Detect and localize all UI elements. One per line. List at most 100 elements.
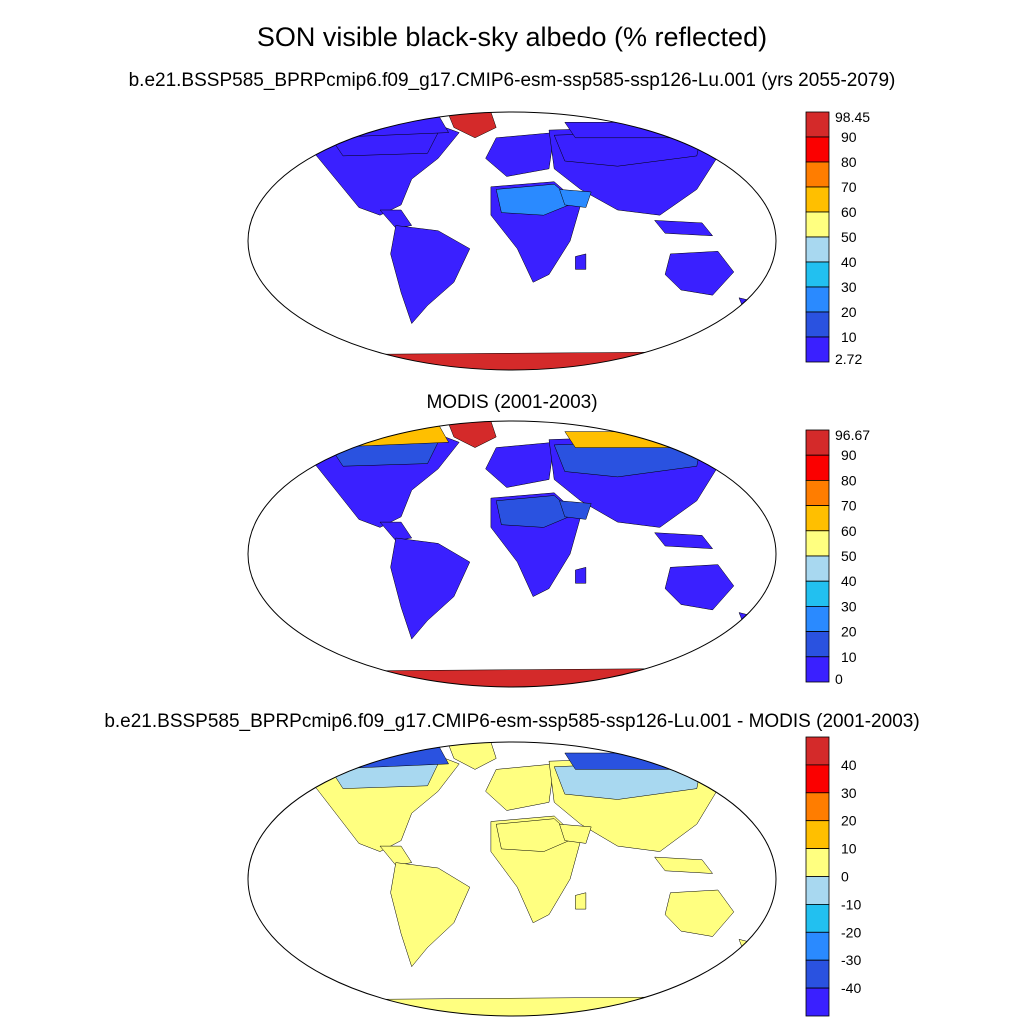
land-region	[575, 892, 587, 910]
colorbar-label: -20	[841, 924, 861, 940]
colorbar-box	[805, 848, 830, 877]
land-region	[485, 132, 555, 177]
colorbar-2: 96.67 90 80 70 60 50 40 30 20 10 0	[805, 427, 870, 687]
colorbar-box	[805, 111, 830, 138]
colorbar-box	[805, 429, 830, 456]
colorbar-box	[805, 236, 830, 263]
colorbar-box	[805, 987, 830, 1017]
colorbar-label: 40	[841, 757, 857, 773]
map-panel-2	[247, 420, 777, 688]
land-region	[575, 253, 587, 270]
colorbar-box	[805, 820, 830, 850]
map-border	[247, 111, 777, 371]
land-region	[379, 845, 413, 866]
land-region	[654, 220, 714, 237]
colorbar-label: 20	[841, 813, 857, 829]
colorbar-label: 60	[841, 204, 857, 220]
colorbar-box	[805, 454, 830, 481]
colorbar-box	[805, 136, 830, 163]
colorbar-box	[805, 336, 830, 363]
colorbar-box	[805, 792, 830, 822]
colorbar-label: 2.72	[835, 351, 862, 367]
boreal-region	[326, 132, 439, 157]
colorbar-label: 10	[841, 329, 857, 345]
land-region	[485, 442, 555, 488]
colorbar-box	[805, 959, 830, 989]
land-region	[654, 532, 714, 549]
colorbar-label: 0	[841, 869, 849, 885]
land-region	[390, 862, 471, 968]
colorbar-box	[805, 606, 830, 633]
panel-3-subtitle: b.e21.BSSP585_BPRPcmip6.f09_g17.CMIP6-es…	[104, 711, 920, 732]
colorbar-label: 70	[841, 179, 857, 195]
colorbar-box	[805, 186, 830, 213]
map-panel-1	[247, 111, 777, 371]
colorbar-label: -30	[841, 952, 861, 968]
colorbar-box	[805, 261, 830, 288]
antarctica-region	[326, 351, 703, 370]
colorbar-box	[805, 505, 830, 532]
colorbar-label: 70	[841, 498, 857, 514]
colorbar-label: 90	[841, 447, 857, 463]
map-panel-3	[247, 741, 777, 1017]
arctic-region	[564, 122, 713, 139]
land-region	[575, 566, 587, 584]
colorbar-label: 98.45	[835, 109, 870, 125]
colorbar-box	[805, 580, 830, 607]
panel-2-subtitle: MODIS (2001-2003)	[426, 392, 598, 413]
colorbar-label: 80	[841, 472, 857, 488]
colorbar-label: 40	[841, 254, 857, 270]
arctic-region	[564, 431, 713, 448]
colorbar-label: -40	[841, 980, 861, 996]
panel-1-subtitle: b.e21.BSSP585_BPRPcmip6.f09_g17.CMIP6-es…	[128, 70, 896, 91]
colorbar-3: 40 30 20 10 0 -10 -20 -30 -40	[805, 736, 861, 1017]
desert-region	[559, 189, 592, 208]
colorbar-box	[805, 530, 830, 557]
antarctica-region	[326, 668, 703, 687]
colorbar-label: 30	[841, 279, 857, 295]
land-region	[485, 763, 555, 811]
colorbar-label: 30	[841, 598, 857, 614]
land-region	[664, 889, 735, 937]
colorbar-box	[805, 736, 830, 766]
desert-region	[559, 500, 592, 520]
colorbar-label: 50	[841, 548, 857, 564]
colorbar-label: 20	[841, 304, 857, 320]
colorbar-label: 0	[835, 671, 843, 687]
colorbar-label: 40	[841, 573, 857, 589]
land-region	[664, 251, 735, 296]
colorbar-box	[805, 311, 830, 338]
map-border	[247, 420, 777, 688]
colorbar-label: 60	[841, 523, 857, 539]
land-region	[379, 521, 413, 541]
colorbar-label: 50	[841, 229, 857, 245]
boreal-region	[326, 763, 439, 789]
figure-title: SON visible black-sky albedo (% reflecte…	[256, 22, 768, 52]
land-region	[390, 225, 471, 325]
colorbar-box	[805, 286, 830, 313]
colorbar-box	[805, 479, 830, 506]
land-region	[654, 856, 714, 874]
colorbar-label: 10	[841, 841, 857, 857]
colorbar-box	[805, 931, 830, 961]
colorbar-1: 98.45 90 80 70 60 50 40 30 20 10 2.72	[805, 109, 870, 367]
desert-region	[495, 183, 576, 216]
colorbar-label: 96.67	[835, 427, 870, 443]
colorbar-box	[805, 876, 830, 905]
colorbar-box	[805, 631, 830, 658]
land-region	[390, 537, 471, 640]
colorbar-label: 80	[841, 154, 857, 170]
antarctica-region	[326, 996, 703, 1016]
colorbar-box	[805, 656, 830, 683]
boreal-region	[326, 442, 439, 467]
map-border	[247, 741, 777, 1017]
colorbar-label: 20	[841, 624, 857, 640]
colorbar-label: 90	[841, 129, 857, 145]
colorbar-box	[805, 904, 830, 933]
colorbar-box	[805, 764, 830, 794]
colorbar-box	[805, 161, 830, 188]
desert-region	[559, 823, 592, 844]
land-region	[379, 209, 413, 229]
colorbar-box	[805, 211, 830, 238]
